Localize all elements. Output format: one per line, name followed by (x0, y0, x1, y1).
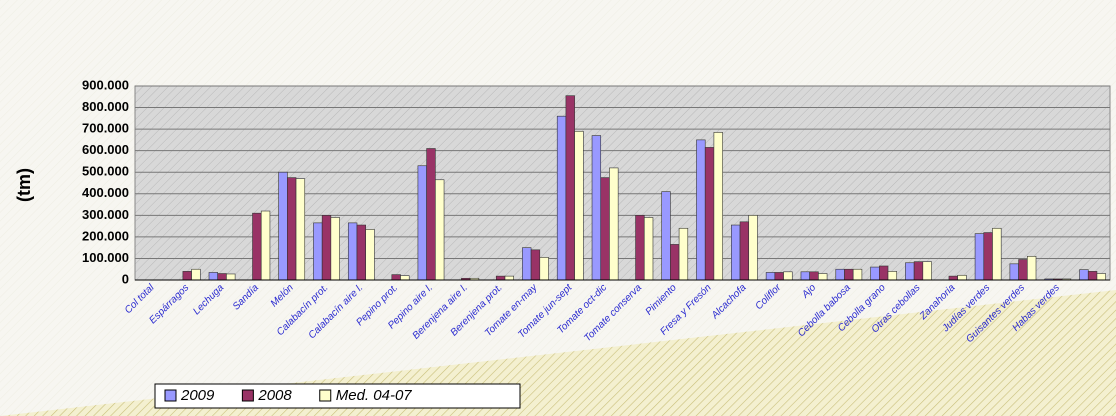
bar (800, 271, 810, 281)
bar (539, 257, 549, 281)
bar (609, 167, 619, 281)
bar (217, 273, 227, 281)
bar (600, 177, 610, 281)
bar (748, 215, 758, 281)
bar (295, 178, 306, 281)
bar (1079, 269, 1089, 281)
bar (522, 247, 532, 281)
bar (565, 95, 575, 281)
bar (922, 261, 932, 281)
bar (774, 272, 784, 281)
y-tick-label: 700.000 (82, 121, 129, 136)
bar (556, 115, 567, 281)
bar (809, 271, 819, 281)
bar (879, 265, 889, 281)
legend (154, 383, 521, 409)
bar (252, 212, 262, 281)
bar (870, 266, 880, 281)
legend-swatch (164, 389, 177, 402)
bar (1087, 271, 1098, 281)
bar (1026, 255, 1037, 281)
bar (704, 147, 715, 281)
bar (670, 244, 680, 281)
y-tick-label: 600.000 (82, 142, 129, 157)
bar (635, 215, 645, 281)
y-tick-label: 200.000 (82, 228, 129, 243)
bar (278, 171, 288, 281)
bar (313, 222, 323, 281)
bar (287, 177, 297, 281)
legend-label: 2008 (257, 387, 292, 404)
bar (957, 274, 967, 281)
bar (713, 132, 723, 281)
bar (765, 272, 776, 281)
bar (974, 233, 985, 281)
bar (495, 275, 506, 281)
bar (1009, 263, 1019, 281)
bar (643, 217, 654, 281)
bar (347, 222, 358, 281)
y-tick-label: 100.000 (82, 250, 129, 265)
bar (504, 275, 514, 281)
bar (260, 210, 271, 281)
bar (208, 272, 219, 281)
bar (905, 262, 915, 281)
bar (435, 179, 445, 281)
bar (887, 271, 898, 281)
bar (852, 268, 863, 281)
bar (948, 275, 958, 281)
bar (226, 273, 236, 281)
bar (913, 261, 924, 281)
bar (391, 274, 401, 281)
bar (426, 148, 436, 281)
bar (591, 135, 602, 281)
bar (661, 191, 671, 281)
bar (739, 221, 750, 281)
bar (330, 217, 340, 281)
bar (696, 139, 706, 281)
bar (321, 215, 332, 281)
y-tick-label: 300.000 (82, 207, 129, 222)
bar (365, 229, 375, 281)
bar (678, 227, 689, 281)
bar (182, 271, 192, 281)
bar (835, 268, 845, 281)
bar (818, 273, 828, 281)
bar (1018, 259, 1028, 281)
bar (731, 224, 741, 281)
bar (417, 165, 427, 281)
y-tick-label: 500.000 (82, 164, 129, 179)
bar (356, 224, 366, 281)
bar (1096, 273, 1106, 281)
legend-label: Med. 04-07 (336, 387, 413, 404)
bar (983, 232, 993, 281)
y-tick-label: 400.000 (82, 185, 129, 200)
y-tick-label: 0 (122, 271, 129, 286)
bar (844, 268, 854, 281)
bar (191, 268, 201, 281)
legend-swatch (241, 389, 254, 402)
y-axis-label: (tm) (14, 168, 34, 202)
bar (992, 227, 1002, 281)
bar (530, 249, 541, 281)
bar (400, 275, 410, 281)
y-tick-label: 800.000 (82, 99, 129, 114)
y-tick-label: 900.000 (82, 77, 129, 92)
legend-label: 2009 (180, 387, 215, 404)
legend-swatch (319, 389, 332, 402)
bar (783, 271, 793, 281)
bar (574, 130, 584, 281)
